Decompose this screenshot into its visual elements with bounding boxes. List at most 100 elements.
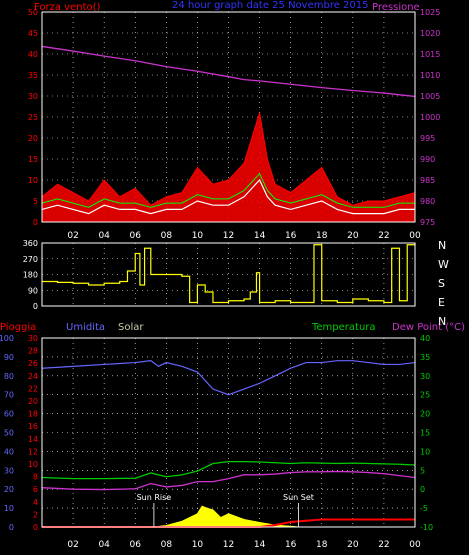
wind-axis-title: Forza vento() (34, 2, 101, 13)
solar-axis-title: Solar (118, 322, 144, 333)
pressure-tick-label: 975 (420, 218, 435, 227)
bottom-time-tick-label: 12 (223, 540, 234, 550)
temperature-tick-label: 35 (420, 353, 430, 362)
rain-tick-label: 24 (28, 372, 38, 381)
pressure-tick-label: 995 (420, 134, 435, 143)
wind-tick-label: 15 (28, 155, 38, 164)
temperature-tick-label: 30 (420, 372, 430, 381)
bottom-time-tick-label: 02 (67, 540, 78, 550)
wind-average-line (41, 178, 415, 215)
humidity-tick-label: 20 (4, 485, 14, 494)
temperature-tick-label: 25 (420, 391, 430, 400)
wind-tick-label: 25 (28, 113, 38, 122)
direction-tick-label: 360 (23, 239, 38, 248)
top-time-tick-label: 10 (192, 231, 204, 241)
temperature-line (41, 460, 416, 480)
bottom-time-tick-label: 06 (130, 540, 142, 550)
rain-tick-label: 2 (33, 510, 38, 519)
pressure-tick-label: 1010 (420, 71, 440, 80)
pressure-tick-label: 980 (420, 197, 435, 206)
humidity-tick-label: 70 (4, 391, 14, 400)
compass-label-west: W (438, 258, 449, 271)
chart-title: 24 hour graph date 25 Novembre 2015 (172, 0, 369, 11)
sunrise-label: Sun Rise (137, 493, 172, 502)
pressure-tick-label: 985 (420, 176, 435, 185)
wind-pressure-frame (41, 11, 416, 223)
rain-tick-label: 28 (28, 347, 38, 356)
pressure-tick-label: 1000 (420, 113, 440, 122)
rain-tick-label: 0 (33, 523, 38, 532)
rain-tick-label: 20 (28, 397, 38, 406)
chart-marks-layer: 0510152025303540455097598098599099510001… (0, 8, 440, 550)
top-time-tick-label: 20 (347, 231, 359, 241)
top-time-tick-label: 18 (316, 231, 328, 241)
temperature-axis-title: Temperatura (311, 322, 376, 333)
wind-green-line (41, 172, 415, 208)
temperature-tick-label: 5 (420, 466, 425, 475)
rain-tick-label: 6 (33, 485, 38, 494)
wind-tick-label: 30 (28, 92, 38, 101)
humidity-tick-label: 60 (4, 410, 14, 419)
bottom-time-tick-label: 20 (347, 540, 359, 550)
top-time-tick-label: 14 (254, 231, 266, 241)
rain-line (42, 518, 415, 528)
humidity-tick-label: 0 (9, 523, 14, 532)
compass-label-north-top: N (438, 239, 446, 252)
pressure-tick-label: 1005 (420, 92, 440, 101)
humidity-tick-label: 30 (4, 466, 14, 475)
rain-tick-label: 16 (28, 422, 38, 431)
humidity-axis-title: Umidita (66, 322, 105, 333)
direction-frame (41, 242, 416, 307)
bottom-time-tick-label: 00 (409, 540, 421, 550)
direction-tick-label: 0 (33, 302, 38, 311)
solar-area (153, 505, 299, 528)
rain-tick-label: 4 (33, 498, 38, 507)
humidity-tick-label: 90 (4, 353, 14, 362)
humidity-tick-label: 80 (4, 372, 14, 381)
bottom-time-tick-label: 16 (285, 540, 297, 550)
rain-tick-label: 30 (28, 334, 38, 343)
dewpoint-axis-title: Dew Point (°C) (392, 322, 465, 333)
humidity-temperature-frame (41, 337, 416, 528)
temperature-tick-label: -5 (420, 504, 428, 513)
rain-tick-label: 8 (33, 473, 38, 482)
sunset-label: Sun Set (283, 493, 314, 502)
wind-direction-line (42, 243, 416, 304)
top-time-tick-label: 16 (285, 231, 297, 241)
temperature-tick-label: 15 (420, 429, 430, 438)
wind-tick-label: 10 (28, 176, 38, 185)
compass-label-south: S (438, 277, 445, 290)
pressure-tick-label: 1020 (420, 29, 440, 38)
wind-tick-label: 0 (33, 218, 38, 227)
rain-tick-label: 10 (28, 460, 38, 469)
wind-tick-label: 20 (28, 134, 38, 143)
rain-tick-label: 22 (28, 384, 38, 393)
humidity-tick-label: 10 (4, 504, 14, 513)
top-time-tick-label: 04 (98, 231, 110, 241)
direction-tick-label: 180 (23, 271, 38, 280)
top-time-tick-label: 02 (67, 231, 78, 241)
bottom-time-tick-label: 08 (161, 540, 173, 550)
pressure-tick-label: 990 (420, 155, 435, 164)
dewpoint-line (41, 470, 416, 491)
wind-tick-label: 40 (28, 50, 38, 59)
pressure-tick-label: 1025 (420, 8, 440, 17)
temperature-tick-label: 0 (420, 485, 425, 494)
rain-axis-title: Pioggia (0, 322, 36, 333)
top-time-tick-label: 08 (161, 231, 173, 241)
top-time-tick-label: 06 (130, 231, 142, 241)
wind-tick-label: 50 (28, 8, 38, 17)
rain-tick-label: 18 (28, 410, 38, 419)
top-time-tick-label: 00 (409, 231, 421, 241)
rain-tick-label: 26 (28, 359, 38, 368)
direction-tick-label: 90 (28, 286, 38, 295)
rain-tick-label: 14 (28, 435, 38, 444)
direction-tick-label: 270 (23, 255, 38, 264)
humidity-tick-label: 40 (4, 447, 14, 456)
compass-label-east: E (438, 296, 445, 309)
bottom-time-tick-label: 22 (378, 540, 389, 550)
rain-tick-label: 12 (28, 447, 38, 456)
bottom-time-tick-label: 14 (254, 540, 266, 550)
